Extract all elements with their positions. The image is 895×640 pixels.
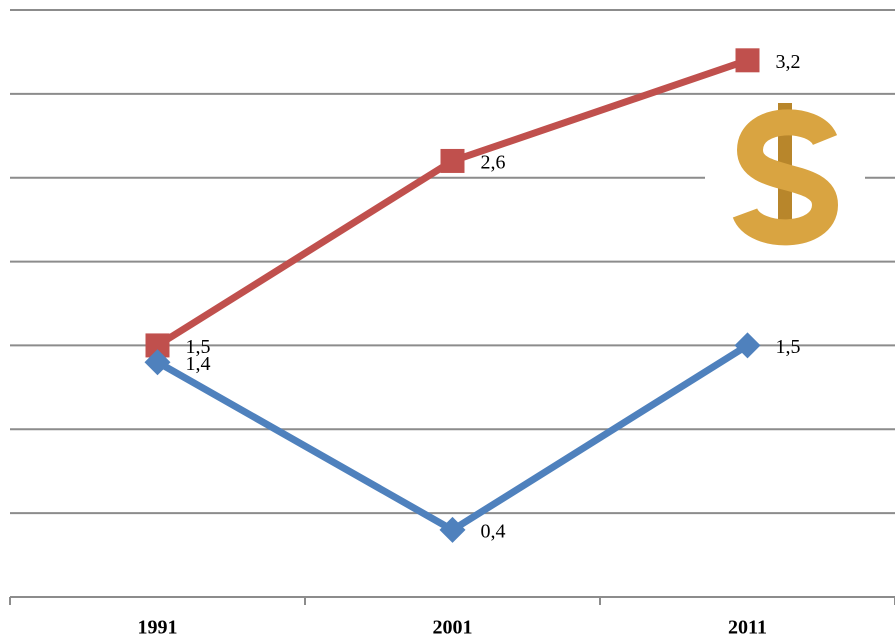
data-label: 2,6 [481,152,506,174]
dollar-icon [705,95,865,255]
data-label: 3,2 [776,51,801,73]
x-tick-label: 2001 [433,617,473,639]
marker [734,332,761,359]
x-tick-label: 2011 [728,617,767,639]
data-label: 0,4 [481,521,506,543]
marker [735,48,760,73]
marker [144,349,171,376]
data-label: 1,5 [776,336,801,358]
data-label: 1,4 [186,353,211,375]
series-line [155,57,749,349]
marker [439,516,466,543]
x-tick-label: 1991 [138,617,178,639]
series-line [155,342,750,534]
data-label: 1,5 [186,336,211,358]
marker [440,148,465,173]
icon-s [732,109,839,246]
